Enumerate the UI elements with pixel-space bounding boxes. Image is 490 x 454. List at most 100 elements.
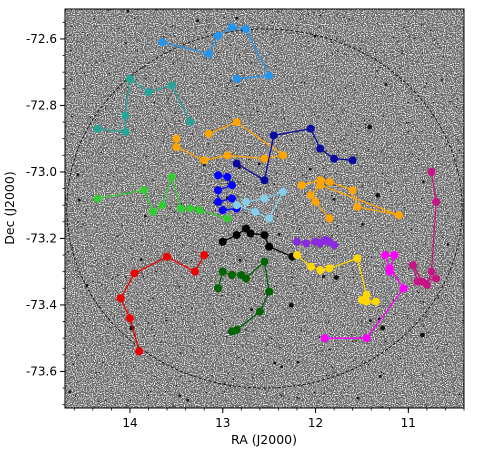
star [112,176,115,178]
star [273,183,276,185]
star [117,274,119,276]
star [302,174,304,177]
star [327,321,330,323]
star [308,374,311,376]
star [353,89,355,92]
star [248,159,250,161]
star [76,313,79,315]
data-point [232,118,241,127]
star [422,301,425,303]
data-point [246,229,255,238]
star [300,329,303,331]
star [329,348,332,351]
data-point [316,144,325,153]
star [90,377,93,379]
plot-area [64,8,465,409]
star [331,53,334,55]
star [381,150,383,152]
star [318,235,320,238]
star [106,273,108,275]
star [160,341,162,343]
star [191,198,194,201]
star [256,100,258,102]
star [415,13,417,15]
star [304,192,306,195]
data-point [232,159,241,168]
data-point [172,142,181,151]
star [374,57,377,60]
star [164,319,167,322]
data-point [390,251,399,260]
star [237,195,239,197]
series-14 [320,251,408,343]
star [323,167,325,169]
star [205,391,207,394]
star [438,364,440,367]
star [147,394,150,397]
star [340,139,342,142]
x-axis: 14 13 12 11 [73,408,465,430]
star [301,385,303,387]
star [356,396,360,400]
star [337,50,339,52]
data-point [306,191,315,200]
data-point [139,186,148,195]
star [337,150,340,152]
star [374,51,376,54]
star [343,16,345,19]
data-point [408,261,417,270]
data-point [121,128,130,137]
star [427,331,429,334]
series-10 [292,236,339,250]
star [445,143,448,146]
star [323,392,326,394]
star [192,349,194,351]
star [182,296,184,298]
data-point [260,231,269,240]
star [343,389,346,391]
star [219,353,222,356]
field-circle [66,28,463,389]
plot-frame [64,8,465,409]
star [148,300,150,302]
y-tick-label: -73.6 [26,364,57,378]
star [321,309,324,311]
series-5 [214,171,241,215]
star [133,71,135,73]
star [119,343,122,345]
star [113,315,115,317]
star [207,255,210,257]
star [180,275,182,277]
data-point [125,314,134,323]
star [296,24,298,26]
star [227,373,229,375]
data-point [265,214,274,223]
star [446,243,450,246]
star [370,256,373,259]
data-point [260,176,269,185]
star [446,343,448,346]
star [275,209,277,211]
star [256,240,258,242]
data-point [149,207,158,216]
star [448,392,451,394]
data-point [172,134,181,143]
star [223,16,226,19]
star [235,16,239,20]
star [404,206,406,209]
star [174,112,177,114]
series-line [217,260,270,333]
star [153,179,155,182]
star [401,203,403,205]
star [438,47,441,49]
star [298,398,300,400]
star [241,358,243,361]
data-point [260,194,269,203]
star [408,268,410,270]
star [238,258,242,262]
data-point [432,274,441,283]
series-line [301,179,400,219]
star [358,181,360,183]
data-point [330,241,339,250]
star [410,228,412,231]
